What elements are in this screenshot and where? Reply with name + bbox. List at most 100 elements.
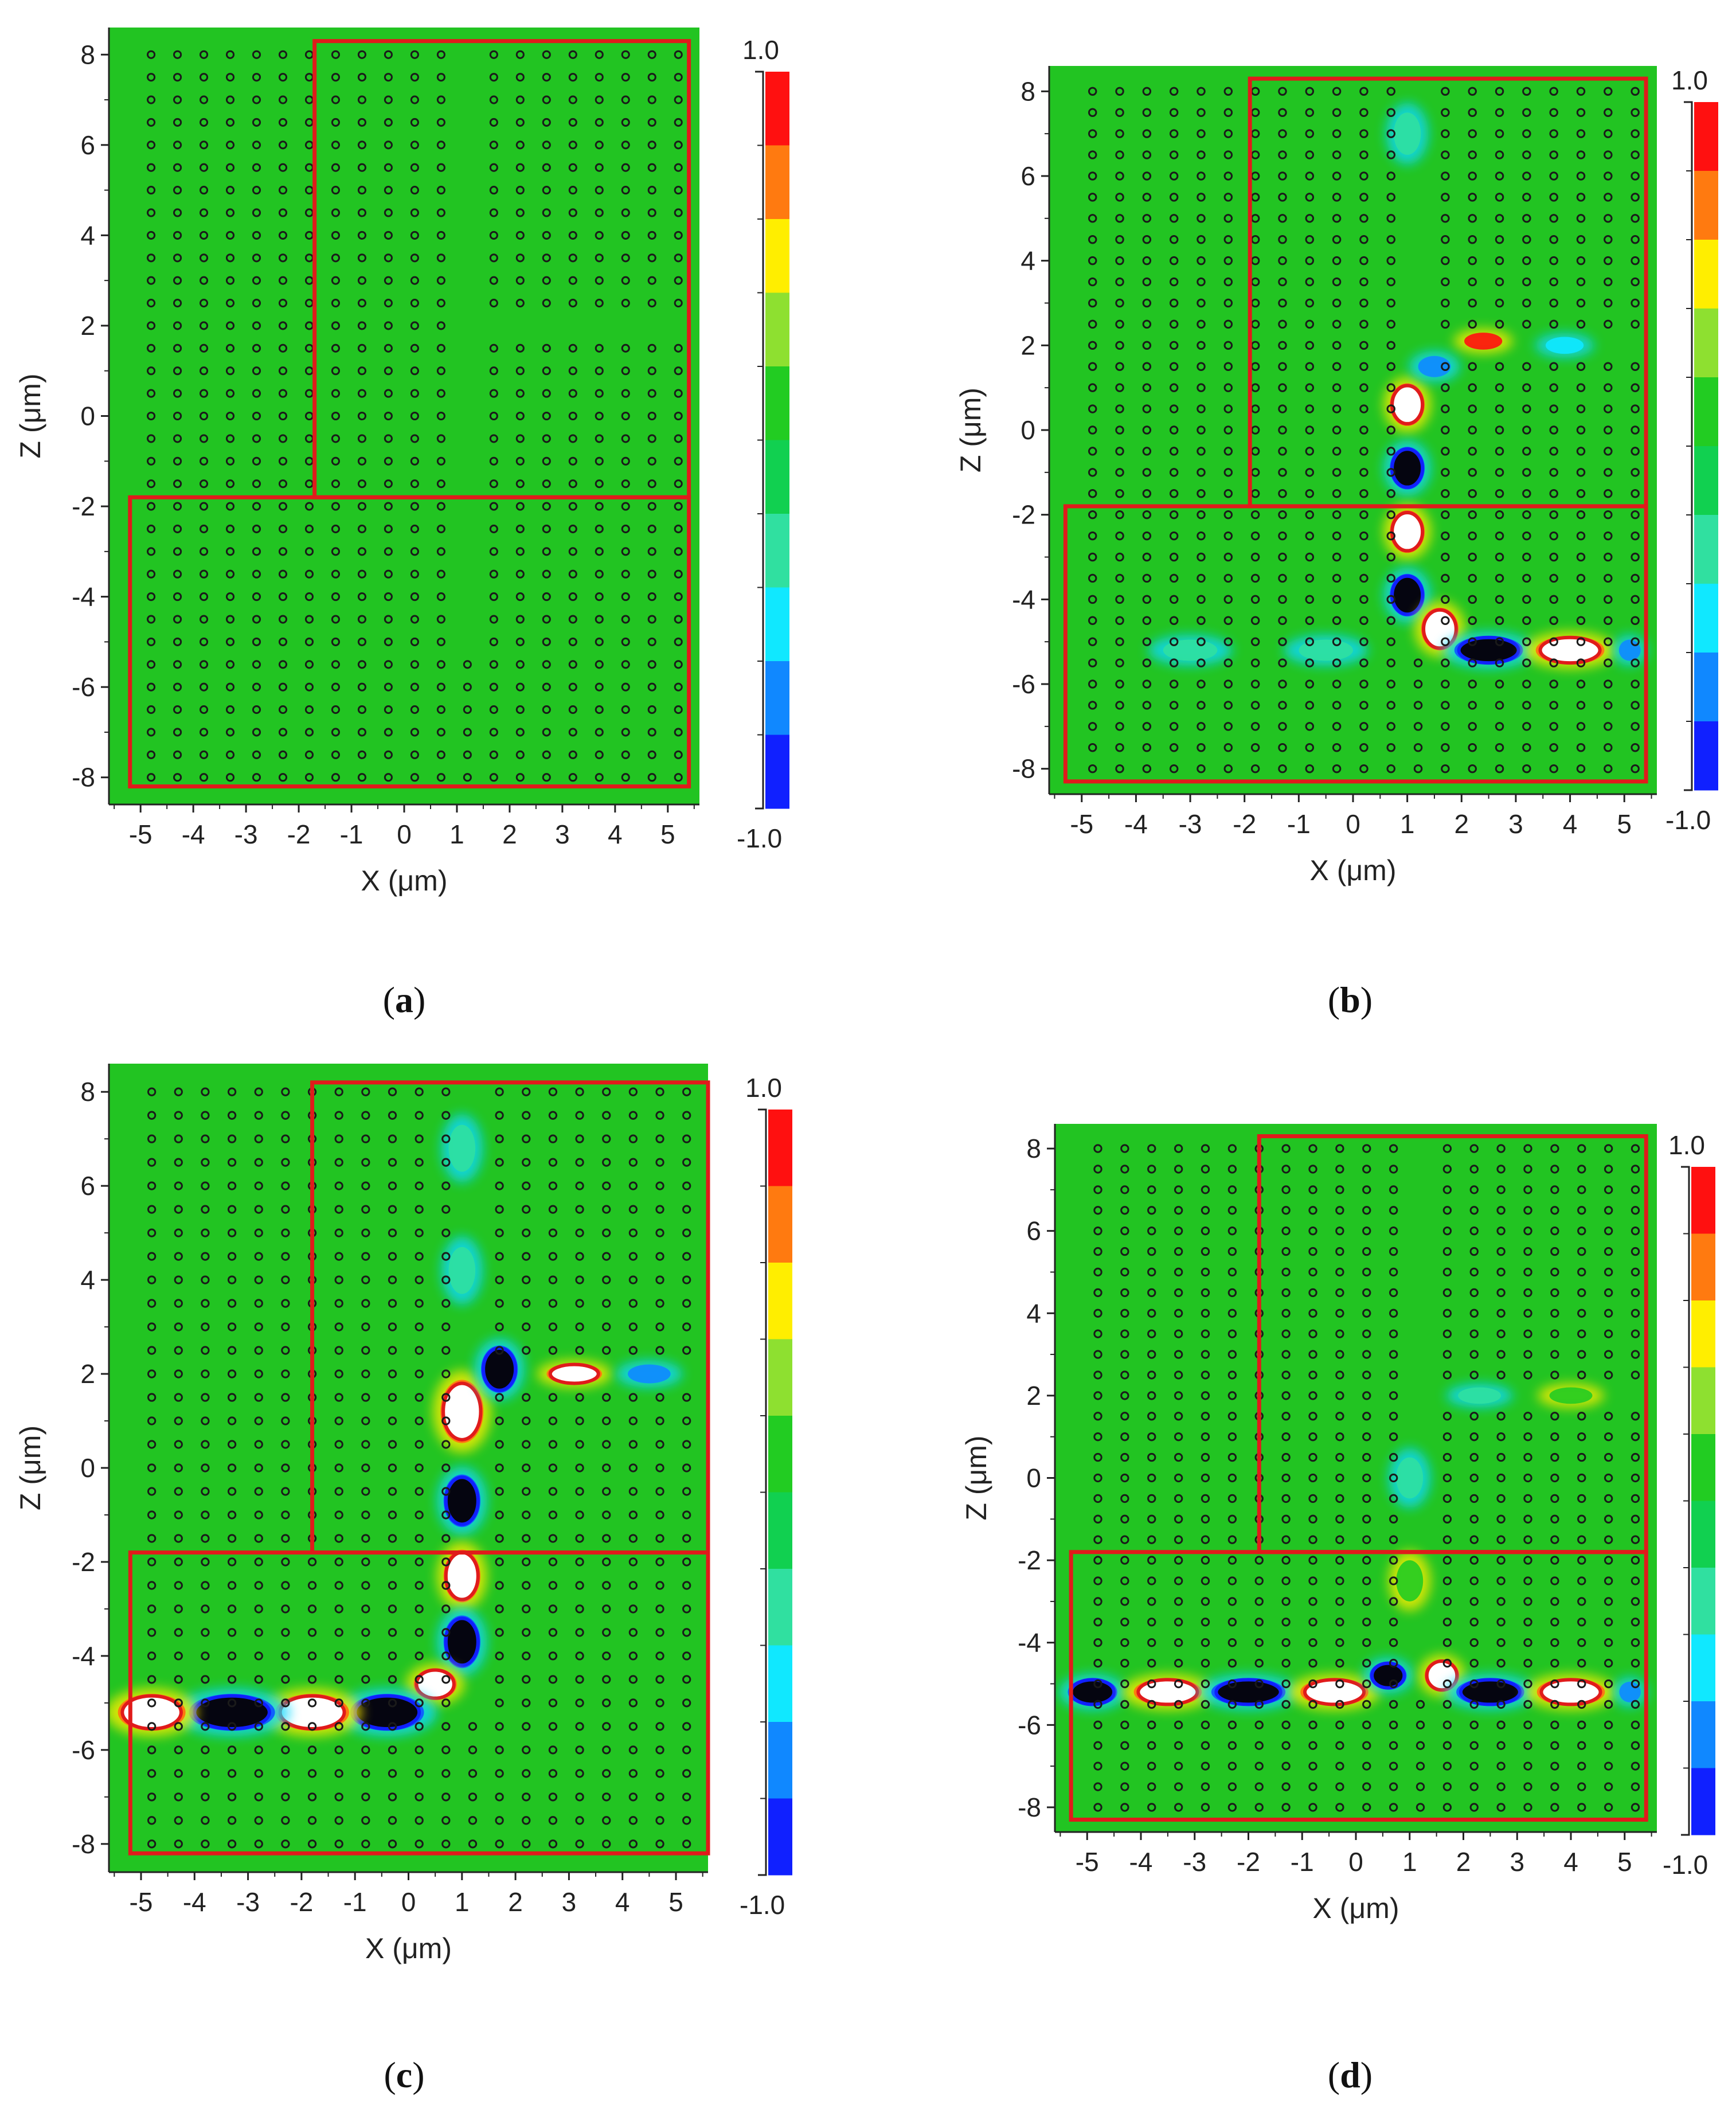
lattice-rod [1468, 595, 1477, 604]
lattice-rod [1254, 1700, 1264, 1709]
lattice-rod [436, 343, 445, 353]
lattice-rod [254, 1134, 263, 1143]
lattice-rod [174, 1628, 183, 1637]
lattice-rod [522, 1228, 531, 1237]
lattice-rod [1201, 1514, 1210, 1524]
lattice-rod [1227, 1247, 1237, 1256]
lattice-rod [647, 592, 656, 601]
lattice-rod [542, 524, 551, 534]
lattice-rod [415, 1792, 424, 1802]
lattice-rod [674, 660, 683, 669]
lattice-rod [331, 298, 341, 308]
lattice-rod [674, 434, 683, 443]
y-tick-label: -8 [72, 1829, 95, 1859]
lattice-rod [628, 1604, 638, 1614]
field-core [444, 1616, 480, 1667]
lattice-rod [1468, 468, 1477, 477]
colorbar-segment [765, 145, 789, 220]
lattice-rod [1386, 679, 1395, 689]
lattice-rod [1576, 573, 1586, 583]
lattice-rod [1442, 1165, 1452, 1174]
lattice-rod [1227, 1432, 1237, 1442]
lattice-rod [1442, 1226, 1452, 1236]
lattice-rod [621, 728, 630, 737]
colorbar-segment [1691, 1167, 1715, 1234]
lattice-rod [595, 366, 604, 376]
lattice-rod [384, 660, 393, 669]
lattice-rod [1305, 658, 1315, 667]
lattice-rod [1496, 1412, 1506, 1421]
lattice-rod [1496, 1288, 1506, 1298]
lattice-rod [278, 434, 288, 443]
lattice-rod [628, 1557, 638, 1567]
colorbar-segment [765, 514, 789, 588]
lattice-rod [147, 411, 156, 421]
lattice-rod [199, 163, 209, 172]
lattice-rod [495, 1181, 504, 1190]
lattice-rod [357, 208, 366, 217]
lattice-rod [602, 1628, 611, 1637]
lattice-rod [1442, 1350, 1452, 1359]
lattice-rod [281, 1228, 290, 1237]
lattice-rod [1201, 1329, 1210, 1338]
lattice-rod [1604, 531, 1613, 541]
lattice-rod [1496, 1267, 1506, 1277]
colorbar-segment [1691, 1300, 1715, 1368]
lattice-rod [281, 1839, 290, 1849]
lattice-rod [1359, 171, 1369, 181]
lattice-rod [361, 1205, 370, 1214]
lattice-rod [1227, 1226, 1237, 1236]
lattice-rod [1254, 1576, 1264, 1585]
lattice-rod [1250, 743, 1260, 752]
lattice-rod [1523, 1514, 1532, 1524]
lattice-rod [278, 253, 288, 263]
lattice-rod [1305, 319, 1315, 329]
lattice-rod [415, 1463, 424, 1472]
lattice-rod [1362, 1350, 1371, 1359]
lattice-rod [357, 366, 366, 376]
lattice-rod [252, 95, 261, 104]
lattice-rod [1631, 108, 1640, 117]
lattice-rod [415, 1299, 424, 1308]
lattice-rod [1142, 404, 1152, 413]
lattice-rod [1201, 1494, 1210, 1503]
lattice-rod [357, 705, 366, 714]
lattice-rod [173, 208, 182, 217]
lattice-rod [227, 1510, 237, 1520]
lattice-rod [463, 705, 472, 714]
lattice-rod [304, 615, 314, 624]
lattice-rod [522, 1181, 531, 1190]
lattice-rod [1281, 1618, 1291, 1627]
y-tick-label: -8 [1018, 1792, 1041, 1822]
lattice-rod [1550, 1350, 1559, 1359]
lattice-rod [441, 1181, 451, 1190]
lattice-rod [542, 163, 551, 172]
lattice-rod [522, 1651, 531, 1661]
lattice-rod [621, 682, 630, 692]
lattice-rod [254, 1487, 263, 1496]
lattice-rod [147, 705, 156, 714]
lattice-rod [410, 479, 419, 489]
lattice-rod [1549, 552, 1558, 562]
lattice-rod [1308, 1535, 1317, 1544]
lattice-rod [595, 298, 604, 308]
lattice-rod [1604, 658, 1613, 667]
lattice-rod [173, 140, 182, 150]
lattice-rod [199, 637, 209, 646]
lattice-rod [441, 1722, 451, 1731]
field-core [548, 1362, 600, 1385]
field-layer [1059, 1144, 1647, 1812]
lattice-rod [199, 773, 209, 782]
lattice-rod [1278, 489, 1287, 498]
lattice-rod [384, 95, 393, 104]
lattice-rod [252, 186, 261, 195]
lattice-rod [173, 547, 182, 556]
lattice-rod [1147, 1803, 1156, 1812]
lattice-rod [1169, 447, 1179, 456]
lattice-rod [252, 140, 261, 150]
lattice-rod [1278, 171, 1287, 181]
lattice-rod [1577, 1720, 1586, 1729]
lattice-rod [1332, 87, 1342, 96]
lattice-rod [384, 502, 393, 511]
